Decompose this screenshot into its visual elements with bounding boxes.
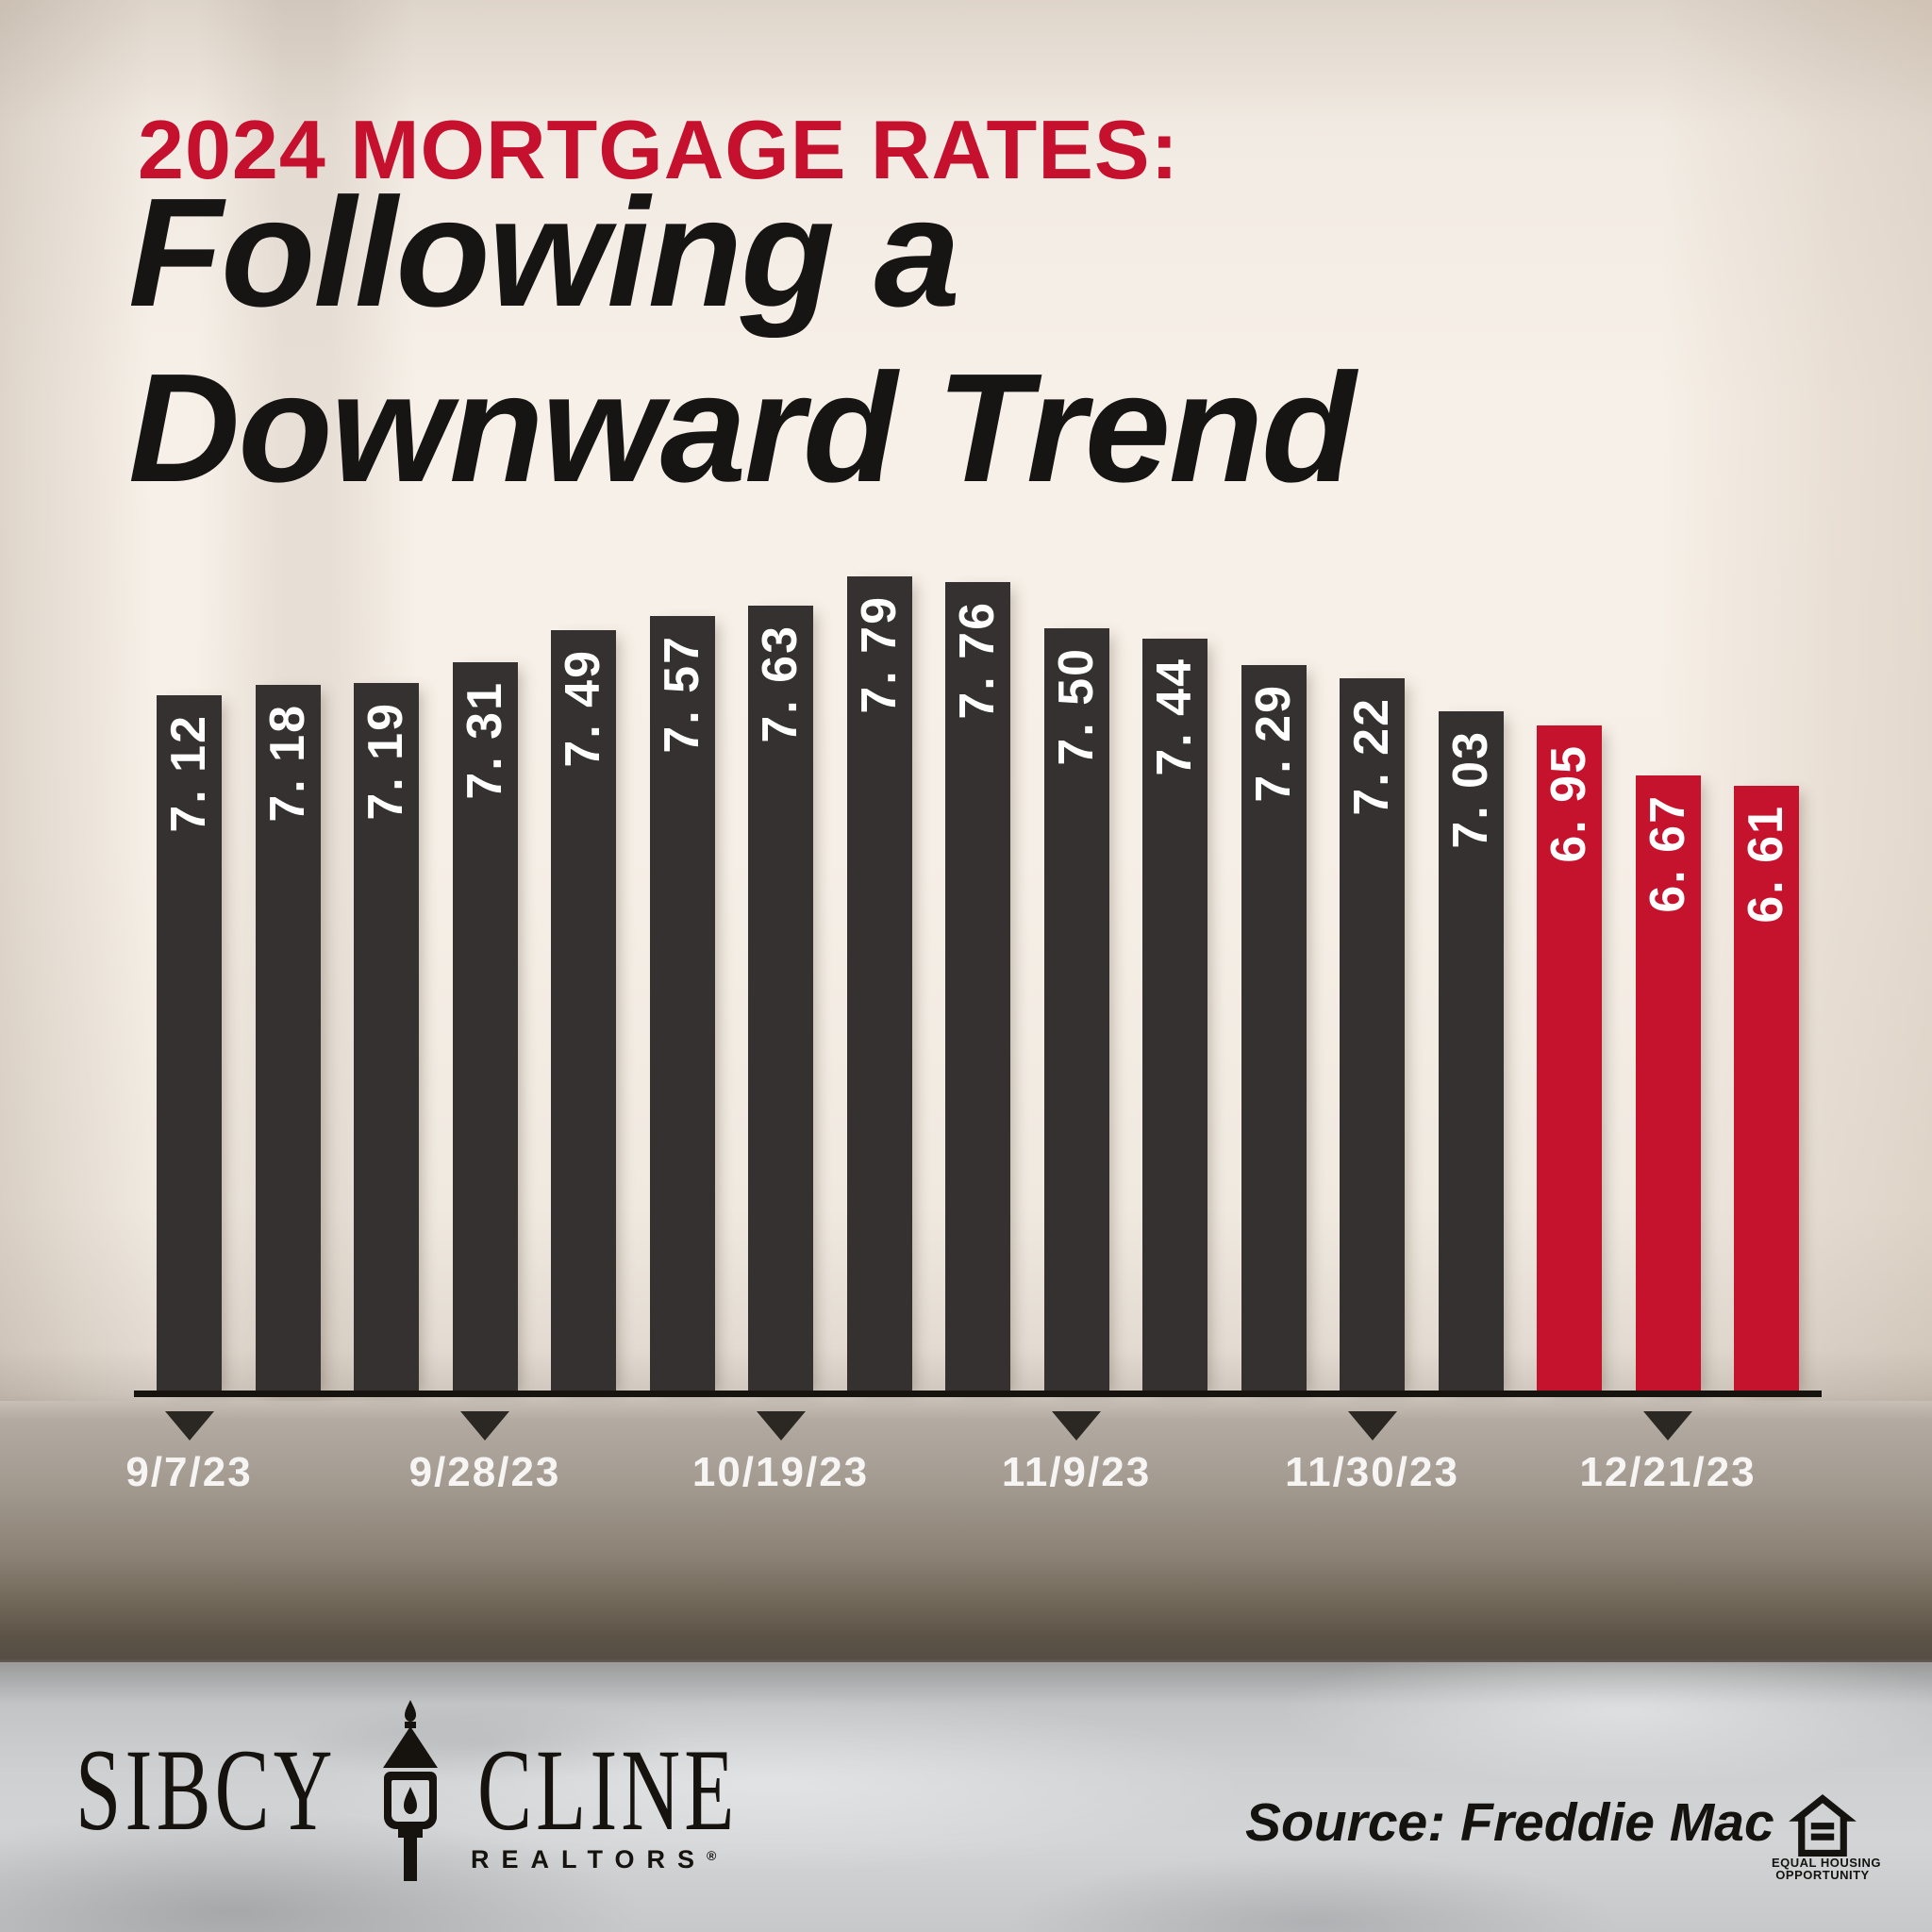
eho-text-line2: OPPORTUNITY [1775, 1868, 1870, 1882]
lantern-icon [383, 1700, 438, 1881]
brand-word-cline: CLINE [477, 1725, 739, 1855]
bar-value-label: 7. 31 [457, 680, 512, 800]
page-title: Following a Downward Trend [128, 165, 1356, 516]
bar-value-label: 7. 49 [556, 648, 610, 768]
bar-13: 7. 22 [1340, 677, 1405, 1396]
bar-10: 7. 50 [1043, 627, 1109, 1396]
brand-word-sibcy: SIBCY [75, 1725, 337, 1855]
bar-16: 6. 67 [1635, 775, 1701, 1396]
bar-7: 7. 63 [748, 605, 813, 1396]
bar-17: 6. 61 [1734, 786, 1799, 1396]
bar-6: 7. 57 [649, 615, 715, 1396]
axis-tick-triangle [1643, 1411, 1692, 1441]
bar-value-label: 6. 95 [1541, 744, 1596, 864]
axis-date-label: 11/9/23 [1001, 1449, 1152, 1495]
bar-value-label: 7. 12 [161, 714, 216, 834]
bar-value-label: 7. 57 [654, 634, 709, 754]
bar-4: 7. 31 [452, 661, 518, 1396]
bar-value-label: 7. 22 [1344, 696, 1399, 816]
title-kicker: 2024 MORTGAGE RATES: [138, 103, 1179, 196]
registered-mark: ® [707, 1848, 717, 1863]
axis-tick-triangle [460, 1411, 509, 1441]
equal-housing-opportunity-logo: EQUAL HOUSING OPPORTUNITY [1772, 1794, 1882, 1882]
bar-value-label: 7. 19 [358, 702, 413, 821]
axis-date-label: 10/19/23 [691, 1449, 870, 1495]
bar-value-label: 7. 18 [259, 704, 315, 823]
bar-2: 7. 18 [255, 685, 321, 1396]
source-credit: Source: Freddie Mac [1245, 1792, 1774, 1853]
bar-8: 7. 79 [846, 576, 912, 1396]
title-line-1: Following a [128, 166, 960, 339]
bar-value-label: 6. 67 [1640, 794, 1695, 913]
bar-value-label: 6. 61 [1739, 805, 1793, 924]
bar-value-label: 7. 44 [1147, 658, 1202, 776]
bar-12: 7. 29 [1241, 665, 1307, 1396]
bar-value-label: 7. 63 [753, 624, 808, 743]
bar-5: 7. 49 [551, 629, 616, 1396]
bar-value-label: 7. 29 [1245, 684, 1301, 804]
bar-value-label: 7. 03 [1442, 730, 1498, 849]
axis-date-label: 9/7/23 [125, 1449, 253, 1495]
equal-housing-icon [1789, 1794, 1857, 1857]
bar-value-label: 7. 79 [851, 595, 907, 715]
bar-value-label: 7. 76 [950, 601, 1005, 720]
eho-text-line1: EQUAL HOUSING [1772, 1856, 1882, 1870]
axis-tick-triangle [1347, 1411, 1397, 1441]
brand-realtors-label: REALTORS® [471, 1845, 717, 1874]
bar-11: 7. 44 [1142, 639, 1208, 1396]
bar-1: 7. 12 [157, 695, 222, 1396]
axis-tick-triangle [164, 1411, 214, 1441]
x-axis-line [134, 1391, 1822, 1397]
title-line-2: Downward Trend [128, 341, 1356, 514]
axis-tick-triangle [756, 1411, 806, 1441]
axis-date-label: 11/30/23 [1285, 1449, 1459, 1495]
bar-9: 7. 76 [945, 582, 1010, 1396]
bar-15: 6. 95 [1537, 725, 1602, 1396]
axis-date-label: 9/28/23 [408, 1449, 561, 1495]
bar-3: 7. 19 [354, 683, 419, 1396]
bar-value-label: 7. 50 [1048, 646, 1104, 766]
axis-date-label: 12/21/23 [1579, 1449, 1757, 1495]
marble-countertop [0, 1662, 1932, 1932]
axis-tick-triangle [1052, 1411, 1101, 1441]
bar-14: 7. 03 [1438, 711, 1504, 1396]
